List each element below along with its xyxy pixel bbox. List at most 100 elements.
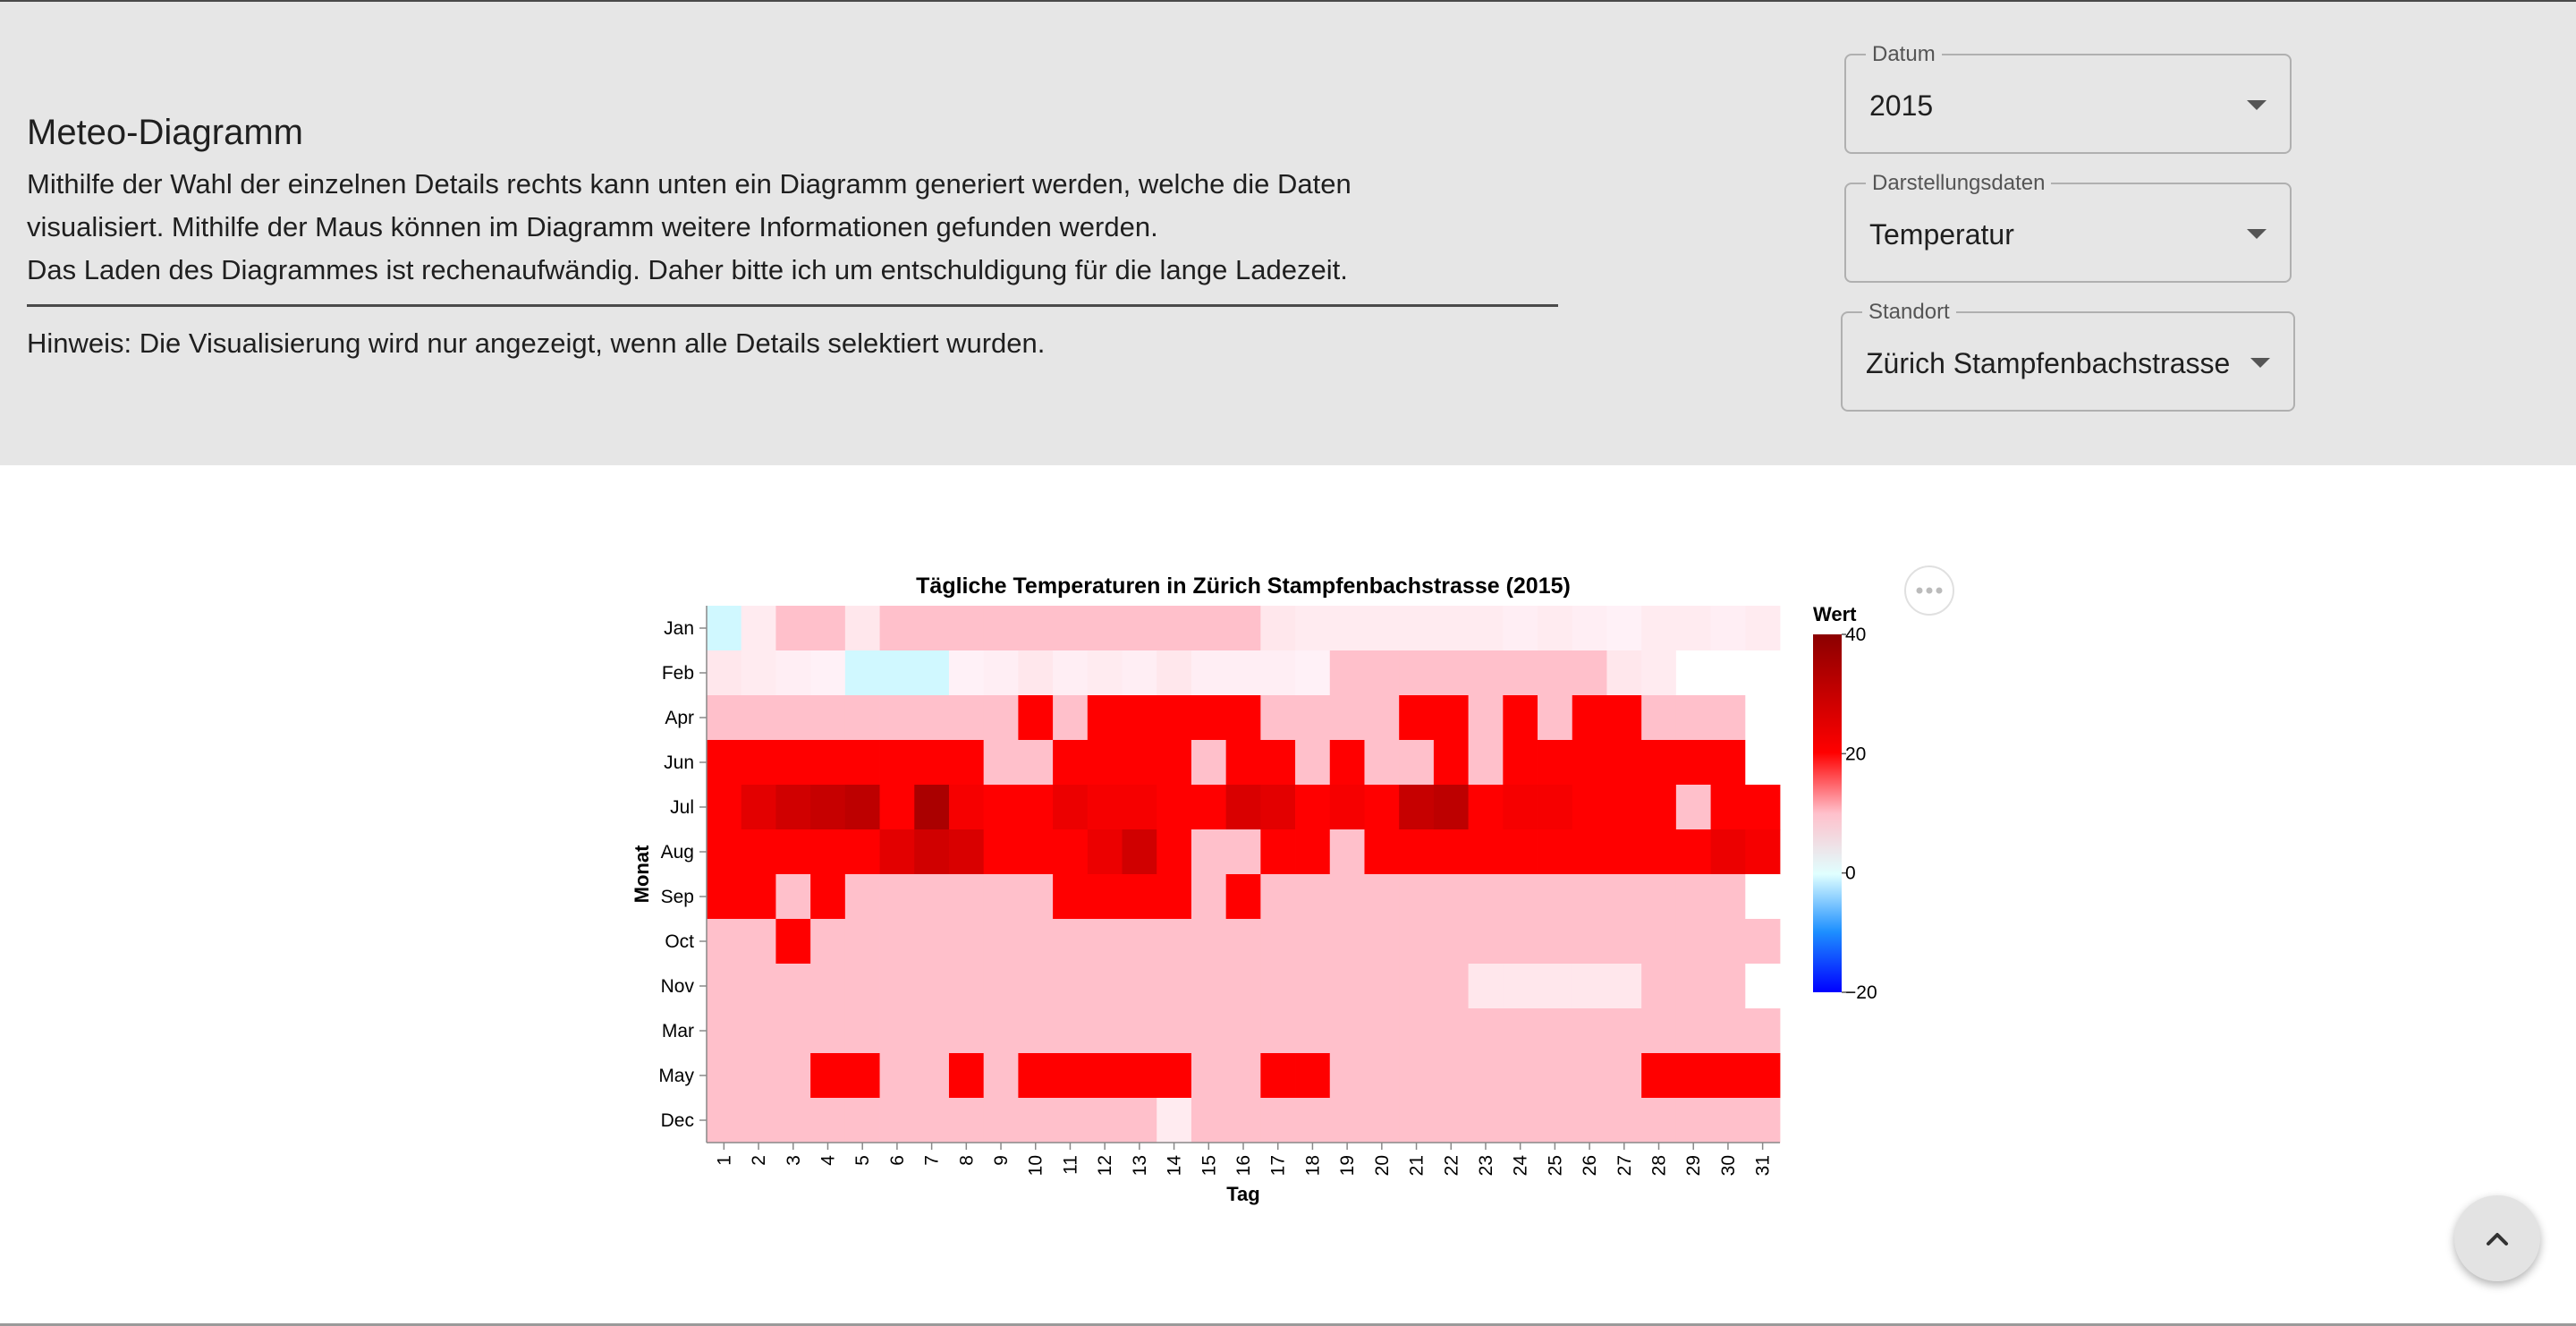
heatmap-cell: [775, 1008, 811, 1054]
heatmap-cell: [1433, 785, 1470, 830]
heatmap-cell: [879, 650, 915, 696]
heatmap-cell: [1157, 695, 1192, 741]
heatmap-cell: [1572, 1008, 1607, 1054]
heatmap-cell: [1157, 1008, 1192, 1054]
heatmap-cell: [707, 829, 742, 875]
heatmap-cell: [1225, 785, 1261, 830]
heatmap-cell: [1018, 695, 1054, 741]
heatmap-cell: [707, 650, 742, 696]
datum-select-label: Datum: [1866, 42, 1942, 67]
x-tick-label: 23: [1476, 1155, 1496, 1176]
heatmap-cell: [1641, 1098, 1677, 1143]
heatmap-cell: [1053, 964, 1089, 1009]
heatmap-cell: [844, 874, 880, 920]
x-tick-label: 4: [818, 1155, 838, 1166]
heatmap-cell: [879, 964, 915, 1009]
heatmap-cell: [1053, 874, 1089, 920]
heatmap-cell: [1675, 785, 1711, 830]
standort-select[interactable]: Standort Zürich Stampfenbachstrasse: [1841, 300, 2295, 412]
heatmap-cell: [1399, 1053, 1435, 1099]
heatmap-cell: [1053, 919, 1089, 965]
heatmap-cell: [1018, 606, 1054, 651]
heatmap-cell: [1053, 695, 1089, 741]
heatmap-cell: [983, 606, 1019, 651]
heatmap-cell: [1225, 606, 1261, 651]
heatmap-cell: [1122, 1008, 1157, 1054]
heatmap-cell: [1433, 1053, 1470, 1099]
heatmap-cell: [1191, 785, 1227, 830]
heatmap-cell: [1329, 964, 1365, 1009]
heatmap-cell: [844, 1053, 880, 1099]
intro-line: Das Laden des Diagrammes ist rechenaufwä…: [27, 254, 1348, 285]
caret-down-icon: [2247, 100, 2267, 110]
x-tick-label: 17: [1268, 1155, 1289, 1176]
heatmap-cell: [1468, 695, 1504, 741]
heatmap-cell: [707, 874, 742, 920]
heatmap-cell: [1399, 1098, 1435, 1143]
heatmap-cell: [810, 740, 846, 786]
heatmap-cell: [1572, 1098, 1607, 1143]
heatmap-cell: [1260, 695, 1296, 741]
heatmap-cell: [741, 695, 776, 741]
heatmap-cell: [1260, 1053, 1296, 1099]
heatmap-cell: [1191, 964, 1227, 1009]
heatmap-cell: [1538, 695, 1573, 741]
heatmap-cell: [879, 829, 915, 875]
heatmap-cell: [1468, 785, 1504, 830]
heatmap-cell: [844, 829, 880, 875]
heatmap-cell: [1538, 606, 1573, 651]
heatmap-cell: [1191, 1008, 1227, 1054]
heatmap-chart[interactable]: Tägliche Temperaturen in Zürich Stampfen…: [0, 465, 2576, 1271]
heatmap-cell: [914, 606, 950, 651]
legend-ticks: 40 20 0 −20: [1842, 625, 1877, 1003]
heatmap-cell: [1745, 1053, 1781, 1099]
heatmap-cell: [948, 785, 985, 830]
heatmap-cell: [983, 829, 1019, 875]
y-axis-title: Monat: [631, 845, 653, 903]
heatmap-cell: [1675, 1053, 1711, 1099]
heatmap-cell: [1572, 964, 1607, 1009]
y-tick-label: Mar: [662, 1021, 694, 1041]
x-tick-label: 9: [991, 1155, 1012, 1166]
scroll-to-top-button[interactable]: [2454, 1195, 2540, 1281]
heatmap-cell: [1157, 964, 1192, 1009]
datum-select[interactable]: Datum 2015: [1844, 42, 2292, 154]
heatmap-cell: [1572, 829, 1607, 875]
heatmap-cell: [948, 1008, 985, 1054]
heatmap-cell: [1191, 874, 1227, 920]
heatmap-cell: [1710, 650, 1746, 696]
heatmap-cell: [1468, 1053, 1504, 1099]
y-tick-label: Oct: [665, 931, 694, 952]
heatmap-cell: [1295, 874, 1331, 920]
heatmap-cell: [1157, 919, 1192, 965]
more-horizontal-icon: [1916, 587, 1923, 594]
heatmap-cell: [1538, 1008, 1573, 1054]
heatmap-cell: [1018, 919, 1054, 965]
heatmap-cell: [1606, 919, 1642, 965]
heatmap-cell: [1053, 829, 1089, 875]
heatmap-cell: [707, 785, 742, 830]
x-axis: 1 2 3 4 5 6 7 8 9 10 11 12 13 14 15 16 17 18 19 20 21 22 23 24 2…: [714, 1143, 1774, 1176]
heatmap-cell: [1225, 874, 1261, 920]
heatmap-cell: [1295, 650, 1331, 696]
heatmap-cell: [914, 964, 950, 1009]
heatmap-cell: [844, 606, 880, 651]
heatmap-cell: [1191, 919, 1227, 965]
heatmap-cell: [1503, 964, 1538, 1009]
more-actions-button[interactable]: [1904, 565, 1954, 616]
heatmap-cell: [1329, 874, 1365, 920]
heatmap-cell: [1087, 606, 1123, 651]
darstellungsdaten-select[interactable]: Darstellungsdaten Temperatur: [1844, 171, 2292, 283]
heatmap-cell: [1641, 829, 1677, 875]
legend-tick-label: 20: [1845, 744, 1866, 764]
settings-header: Meteo-Diagramm Mithilfe der Wahl der ein…: [0, 2, 2576, 465]
heatmap-cell: [707, 695, 742, 741]
heatmap-cell: [1710, 785, 1746, 830]
heatmap-cell: [741, 874, 776, 920]
heatmap-cell: [1018, 740, 1054, 786]
heatmap-cell: [1399, 1008, 1435, 1054]
heatmap-cell: [741, 1098, 776, 1143]
heatmap-cell: [1468, 964, 1504, 1009]
heatmap-cell: [1364, 695, 1400, 741]
heatmap-cell: [1606, 1053, 1642, 1099]
